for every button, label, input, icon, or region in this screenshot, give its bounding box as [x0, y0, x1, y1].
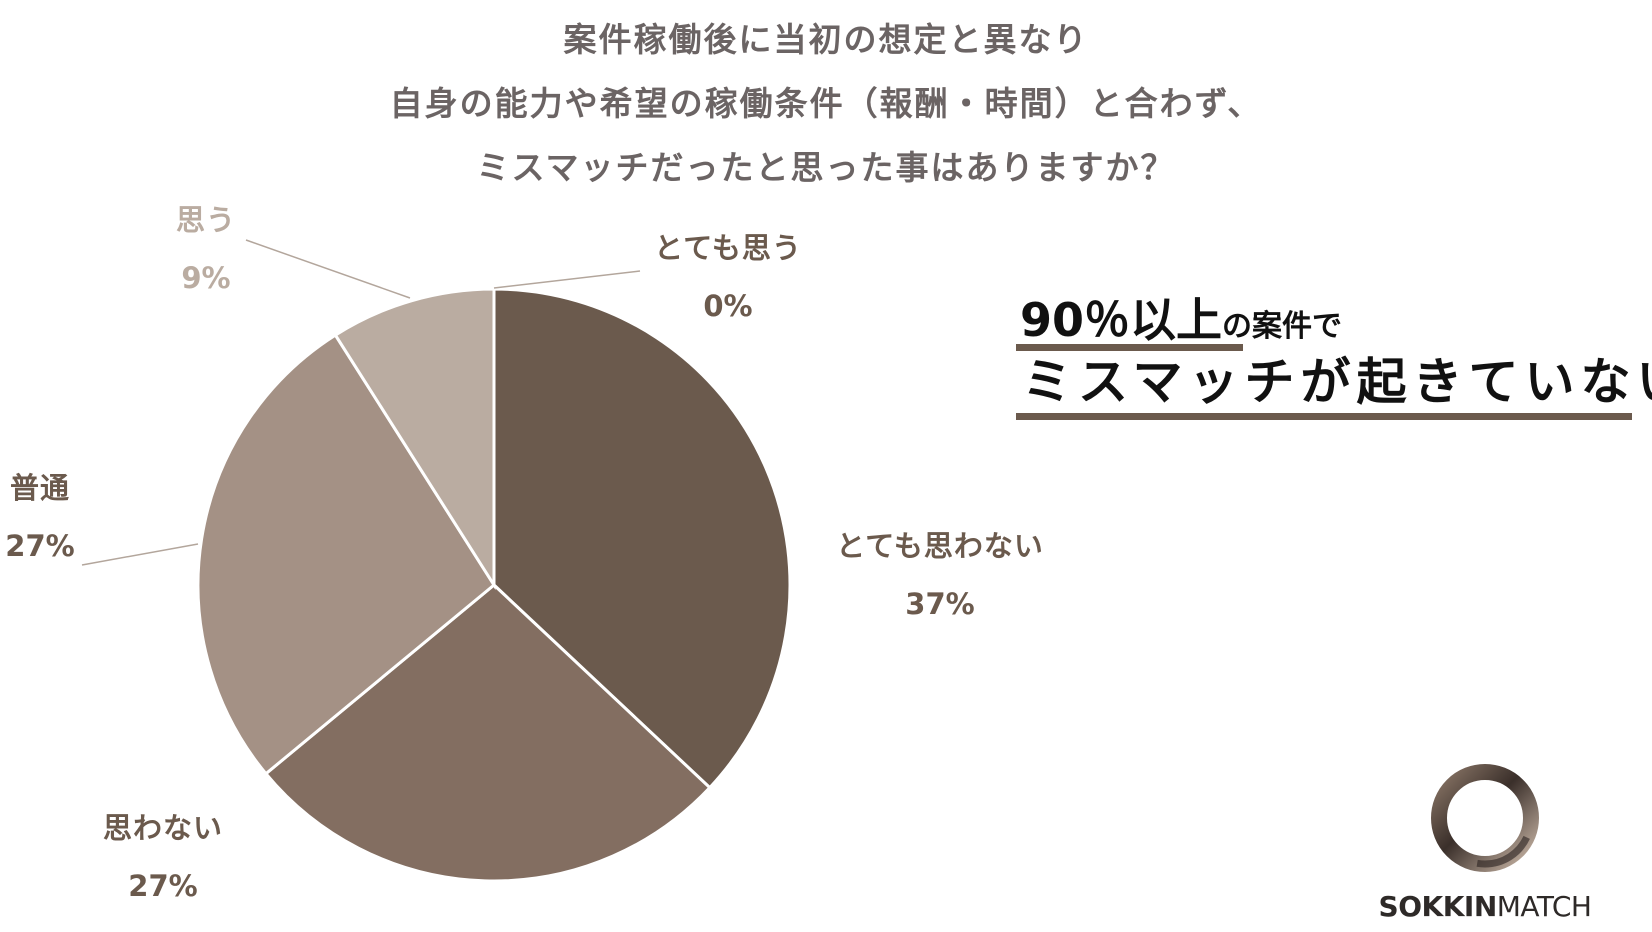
slice-value-3: 27% [5, 529, 74, 563]
pie-slices [196, 287, 792, 883]
slice-label-4: 思う [176, 203, 236, 237]
pie-slice-4 [333, 287, 496, 591]
pie-slice-1 [492, 287, 792, 790]
slice-value-0: 0% [703, 289, 752, 323]
pie-labels: とても思う 0% とても思わない 37% 思わない 27% 普通 27% 思う 9% [5, 203, 1044, 903]
callout-underline-long [1016, 413, 1632, 420]
slice-label-3: 普通 [10, 471, 70, 505]
slice-label-1: とても思わない [836, 529, 1044, 563]
pie-slice-2 [263, 583, 712, 883]
chart-title: 案件稼働後に当初の想定と異なり 自身の能力や希望の稼働条件（報酬・時間）と合わず… [0, 8, 1652, 200]
callout-highlight-text: 90％以上 [1020, 293, 1223, 347]
leader-line-0 [493, 270, 641, 289]
leader-line-3 [81, 543, 199, 566]
sokkinmatch-logo: SOKKINMATCH [1370, 760, 1600, 930]
slice-value-1: 37% [905, 587, 974, 621]
slice-label-2: 思わない [103, 811, 223, 845]
slice-label-0: とても思う [654, 231, 802, 265]
callout-line-2: ミスマッチが起きていない [1022, 353, 1652, 411]
chart-title-line-3: ミスマッチだったと思った事はありますか？ [476, 148, 1176, 187]
logo-wordmark: SOKKINMATCH [1370, 890, 1600, 924]
slice-value-2: 27% [128, 869, 197, 903]
callout-line-1: 90％以上の案件で [1020, 292, 1342, 355]
highlight-callout: 90％以上の案件で ミスマッチが起きていない [1016, 292, 1652, 432]
chart-title-line-1: 案件稼働後に当初の想定と異なり [563, 20, 1089, 59]
callout-rest-text: の案件で [1222, 309, 1343, 344]
leader-line-4 [245, 239, 411, 299]
logo-ring-icon [1431, 764, 1539, 872]
chart-title-line-2: 自身の能力や希望の稼働条件（報酬・時間）と合わず、 [389, 84, 1263, 123]
logo-text-bold: SOKKIN [1378, 890, 1498, 923]
logo-text-light: MATCH [1496, 890, 1592, 923]
callout-underline-short [1016, 344, 1243, 351]
slice-value-4: 9% [181, 261, 230, 295]
pie-slice-3 [196, 333, 496, 776]
